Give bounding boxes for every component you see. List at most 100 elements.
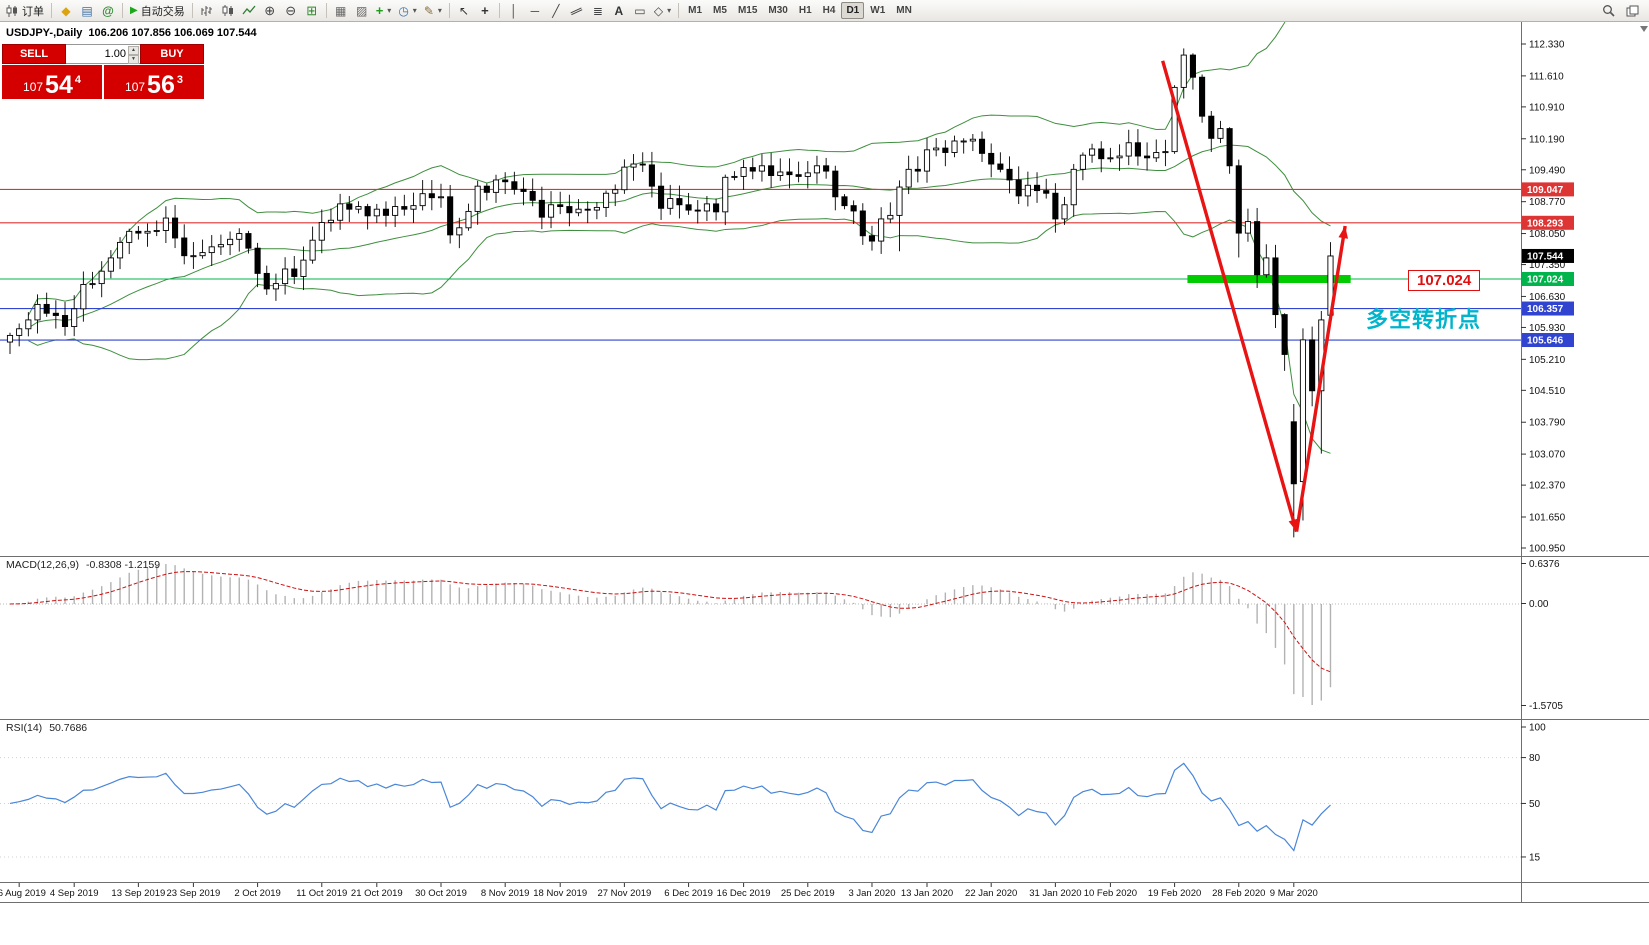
templates-dropdown-button[interactable]: ✎ ▾ — [421, 1, 445, 21]
macd-name: MACD(12,26,9) — [6, 559, 79, 571]
symbol-period-label: USDJPY-,Daily — [6, 27, 83, 39]
svg-text:80: 80 — [1529, 753, 1541, 764]
price-axis[interactable]: 112.330 111.610 110.910 110.190 109.490 108.7… — [1521, 40, 1574, 555]
support-zone[interactable] — [1187, 274, 1351, 283]
svg-text:109.490: 109.490 — [1529, 165, 1566, 176]
cursor-tool-button[interactable]: ↖ — [454, 1, 474, 21]
svg-text:3 Jan 2020: 3 Jan 2020 — [848, 888, 895, 899]
bid-price-button[interactable]: 107 54 4 — [2, 65, 102, 99]
new-order-button[interactable]: 订单 — [3, 1, 47, 21]
search-button[interactable] — [1598, 1, 1618, 21]
timeframe-button-H1[interactable]: H1 — [794, 2, 817, 19]
shapes-dropdown-button[interactable]: ◇ ▾ — [651, 1, 674, 21]
text-tool-button[interactable]: A — [609, 1, 629, 21]
candlestick-mode-button[interactable] — [218, 1, 238, 21]
sell-button[interactable]: SELL — [2, 44, 66, 64]
price-callout-label[interactable]: 107.024 — [1408, 270, 1481, 291]
new-order-icon — [6, 4, 17, 17]
rsi-label: RSI(14) 50.7686 — [6, 722, 87, 734]
trendline-tool-button[interactable]: ╱ — [546, 1, 566, 21]
community-icon: @ — [102, 3, 114, 18]
timeframe-button-M5[interactable]: M5 — [708, 2, 732, 19]
volume-decrease-button[interactable]: ▼ — [128, 55, 139, 64]
crosshair-tool-button[interactable]: + — [475, 1, 495, 21]
indicators-plus-icon: + — [375, 3, 384, 18]
svg-text:18 Nov 2019: 18 Nov 2019 — [533, 888, 587, 899]
zoom-out-icon: ⊖ — [285, 3, 297, 18]
trend-arrow[interactable] — [1161, 60, 1299, 533]
timeframe-button-D1[interactable]: D1 — [841, 2, 865, 19]
profile-button[interactable]: ▤ — [77, 1, 97, 21]
tile-windows-button[interactable]: ⊞ — [302, 1, 322, 21]
chart-background — [0, 22, 1649, 945]
cascade-windows-icon: ▨ — [356, 3, 368, 18]
zoom-in-button[interactable]: ⊕ — [260, 1, 280, 21]
bid-main: 54 — [45, 71, 73, 99]
auto-trading-play-icon: ▶ — [130, 4, 138, 16]
line-chart-mode-button[interactable] — [239, 1, 259, 21]
price-tag-105.646: 105.646 — [1522, 333, 1574, 348]
label-tool-icon: ▭ — [634, 3, 646, 18]
ask-prefix: 107 — [125, 80, 146, 94]
one-click-trading-panel: SELL 1.00 ▲ ▼ BUY 107 54 4 107 56 3 — [2, 44, 204, 99]
chart-canvas[interactable]: 112.330 111.610 110.910 110.190 109.490 108.7… — [0, 22, 1649, 945]
vertical-line-tool-button[interactable]: │ — [504, 1, 524, 21]
svg-text:13 Sep 2019: 13 Sep 2019 — [111, 888, 165, 899]
auto-trading-button[interactable]: ▶ 自动交易 — [127, 1, 188, 21]
chevron-down-icon: ▾ — [387, 6, 392, 15]
turning-point-annotation[interactable]: 多空转折点 — [1366, 307, 1482, 332]
timeframe-button-M1[interactable]: M1 — [683, 2, 707, 19]
ask-price-button[interactable]: 107 56 3 — [104, 65, 204, 99]
svg-text:8 Nov 2019: 8 Nov 2019 — [481, 888, 530, 899]
fibonacci-icon: ≣ — [592, 3, 603, 18]
svg-text:16 Dec 2019: 16 Dec 2019 — [717, 888, 771, 899]
zoom-out-button[interactable]: ⊖ — [281, 1, 301, 21]
templates-icon: ✎ — [423, 3, 434, 18]
cascade-windows-button[interactable]: ▨ — [352, 1, 372, 21]
volume-increase-button[interactable]: ▲ — [128, 46, 139, 55]
svg-text:13 Jan 2020: 13 Jan 2020 — [901, 888, 953, 899]
label-tool-button[interactable]: ▭ — [630, 1, 650, 21]
channel-tool-button[interactable]: ∥ — [567, 1, 587, 21]
svg-text:22 Jan 2020: 22 Jan 2020 — [965, 888, 1017, 899]
mql5-button[interactable]: ◆ — [56, 1, 76, 21]
macd-indicator — [0, 564, 1521, 705]
svg-text:112.330: 112.330 — [1529, 40, 1565, 51]
fibonacci-tool-button[interactable]: ≣ — [588, 1, 608, 21]
periods-dropdown-button[interactable]: ◷ ▾ — [395, 1, 420, 21]
auto-arrange-button[interactable]: ▦ — [331, 1, 351, 21]
indicators-dropdown-button[interactable]: + ▾ — [373, 1, 395, 21]
svg-text:104.510: 104.510 — [1529, 386, 1566, 397]
volume-field[interactable]: 1.00 ▲ ▼ — [66, 44, 140, 64]
chevron-down-icon: ▾ — [437, 6, 442, 15]
timeframe-button-MN[interactable]: MN — [891, 2, 917, 19]
svg-text:108.770: 108.770 — [1529, 197, 1566, 208]
price-tag-107.024: 107.024 — [1522, 271, 1574, 286]
svg-text:109.047: 109.047 — [1527, 185, 1564, 196]
buy-button[interactable]: BUY — [140, 44, 204, 64]
community-button[interactable]: @ — [98, 1, 118, 21]
svg-text:28 Feb 2020: 28 Feb 2020 — [1212, 888, 1265, 899]
svg-text:27 Nov 2019: 27 Nov 2019 — [597, 888, 651, 899]
trend-arrow[interactable] — [1294, 225, 1347, 532]
timeframe-button-W1[interactable]: W1 — [865, 2, 890, 19]
main-toolbar: 订单 ◆ ▤ @ ▶ 自动交易 ⊕ ⊖ ⊞ ▦ ▨ + ▾ ◷ ▾ ✎ ▾ — [0, 0, 1649, 22]
svg-text:106.630: 106.630 — [1529, 292, 1566, 303]
bar-chart-icon — [201, 6, 213, 16]
separator — [51, 3, 52, 18]
timeframe-button-H4[interactable]: H4 — [818, 2, 841, 19]
new-window-button[interactable] — [1622, 1, 1642, 21]
svg-text:2 Oct 2019: 2 Oct 2019 — [234, 888, 280, 899]
svg-text:-1.5705: -1.5705 — [1529, 701, 1563, 712]
cursor-icon: ↖ — [458, 3, 469, 18]
svg-text:107.544: 107.544 — [1527, 251, 1564, 262]
bar-chart-mode-button[interactable] — [197, 1, 217, 21]
shift-marker-icon — [1640, 26, 1648, 32]
timeframe-button-M15[interactable]: M15 — [733, 2, 762, 19]
vertical-line-icon: │ — [510, 3, 518, 18]
timeframe-button-M30[interactable]: M30 — [763, 2, 792, 19]
chevron-down-icon: ▾ — [667, 6, 672, 15]
horizontal-line-tool-button[interactable]: ─ — [525, 1, 545, 21]
shapes-icon: ◇ — [653, 3, 664, 18]
